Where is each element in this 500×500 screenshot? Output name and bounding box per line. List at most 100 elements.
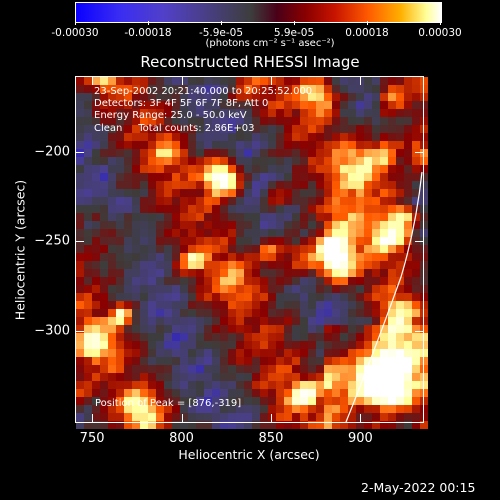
heatmap-cell — [180, 133, 188, 141]
heatmap-cell — [404, 85, 412, 93]
heatmap-cell — [124, 325, 132, 333]
heatmap-cell — [244, 389, 252, 397]
heatmap-cell — [364, 221, 372, 229]
heatmap-cell — [292, 197, 300, 205]
heatmap-cell — [300, 181, 308, 189]
heatmap-cell — [372, 405, 380, 413]
heatmap-cell — [356, 197, 364, 205]
heatmap-cell — [284, 77, 292, 85]
heatmap-cell — [84, 317, 92, 325]
heatmap-cell — [236, 317, 244, 325]
heatmap-cell — [140, 165, 148, 173]
heatmap-cell — [324, 85, 332, 93]
heatmap-cell — [252, 157, 260, 165]
heatmap-cell — [140, 77, 148, 85]
heatmap-cell — [148, 197, 156, 205]
heatmap-cell — [180, 421, 188, 429]
heatmap-cell — [92, 237, 100, 245]
heatmap-cell — [132, 197, 140, 205]
heatmap-cell — [404, 365, 412, 373]
heatmap-cell — [300, 349, 308, 357]
heatmap-cell — [180, 157, 188, 165]
heatmap-cell — [268, 405, 276, 413]
heatmap-cell — [300, 277, 308, 285]
heatmap-cell — [284, 165, 292, 173]
heatmap-cell — [396, 365, 404, 373]
heatmap-cell — [180, 293, 188, 301]
heatmap-cell — [308, 325, 316, 333]
heatmap-cell — [84, 349, 92, 357]
heatmap-cell — [92, 109, 100, 117]
heatmap-cell — [364, 133, 372, 141]
heatmap-cell — [292, 109, 300, 117]
heatmap-cell — [412, 293, 420, 301]
heatmap-cell — [76, 397, 84, 405]
heatmap-cell — [396, 413, 404, 421]
heatmap-cell — [260, 125, 268, 133]
heatmap-cell — [180, 413, 188, 421]
heatmap-cell — [164, 389, 172, 397]
time-range: 23-Sep-2002 20:21:40.000 to 20:25:52.000 — [94, 86, 313, 97]
heatmap-cell — [388, 373, 396, 381]
heatmap-cell — [260, 189, 268, 197]
heatmap-cell — [148, 389, 156, 397]
heatmap-cell — [148, 149, 156, 157]
heatmap-cell — [180, 149, 188, 157]
heatmap-cell — [76, 389, 84, 397]
heatmap-cell — [316, 245, 324, 253]
heatmap-cell — [196, 149, 204, 157]
heatmap-cell — [180, 229, 188, 237]
heatmap-cell — [252, 253, 260, 261]
heatmap-cell — [324, 269, 332, 277]
heatmap-cell — [124, 389, 132, 397]
heatmap-cell — [108, 133, 116, 141]
heatmap-cell — [212, 125, 220, 133]
heatmap-cell — [140, 277, 148, 285]
heatmap-cell — [420, 181, 428, 189]
heatmap-cell — [132, 221, 140, 229]
heatmap-cell — [316, 205, 324, 213]
heatmap-cell — [228, 365, 236, 373]
heatmap-cell — [316, 373, 324, 381]
heatmap-cell — [380, 341, 388, 349]
heatmap-cell — [188, 85, 196, 93]
heatmap-cell — [108, 349, 116, 357]
heatmap-cell — [132, 181, 140, 189]
heatmap-cell — [380, 205, 388, 213]
heatmap-cell — [372, 189, 380, 197]
heatmap-cell — [100, 237, 108, 245]
heatmap-cell — [284, 109, 292, 117]
heatmap-cell — [276, 157, 284, 165]
heatmap-cell — [108, 165, 116, 173]
heatmap-cell — [236, 237, 244, 245]
heatmap-cell — [356, 293, 364, 301]
heatmap-cell — [412, 141, 420, 149]
heatmap-cell — [252, 413, 260, 421]
heatmap-cell — [204, 373, 212, 381]
heatmap-cell — [388, 421, 396, 429]
heatmap-cell — [156, 261, 164, 269]
heatmap-cell — [228, 341, 236, 349]
heatmap-cell — [156, 125, 164, 133]
heatmap-cell — [76, 77, 84, 85]
heatmap-cell — [204, 237, 212, 245]
heatmap-cell — [76, 173, 84, 181]
heatmap-cell — [140, 365, 148, 373]
heatmap-cell — [308, 405, 316, 413]
heatmap-cell — [396, 77, 404, 85]
heatmap-cell — [380, 381, 388, 389]
heatmap-cell — [308, 109, 316, 117]
heatmap-cell — [212, 253, 220, 261]
heatmap-cell — [404, 325, 412, 333]
heatmap-cell — [364, 373, 372, 381]
heatmap-cell — [308, 285, 316, 293]
heatmap-cell — [372, 293, 380, 301]
heatmap-cell — [292, 133, 300, 141]
heatmap-cell — [268, 181, 276, 189]
heatmap-cell — [140, 341, 148, 349]
heatmap-cell — [396, 285, 404, 293]
heatmap-cell — [292, 341, 300, 349]
heatmap-cell — [372, 325, 380, 333]
heatmap-cell — [244, 357, 252, 365]
heatmap-cell — [268, 93, 276, 101]
